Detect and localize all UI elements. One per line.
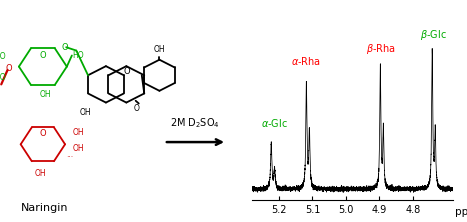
Text: OH: OH — [73, 128, 85, 137]
Text: $\beta$-Rha: $\beta$-Rha — [366, 42, 396, 56]
Text: HO: HO — [72, 51, 84, 60]
Text: O: O — [123, 67, 130, 76]
Text: $\beta$-Glc: $\beta$-Glc — [420, 28, 447, 42]
Text: OH: OH — [35, 169, 46, 178]
Text: OH: OH — [39, 90, 51, 99]
Text: OH: OH — [79, 108, 91, 117]
Text: OH: OH — [73, 144, 85, 153]
Text: Naringin: Naringin — [21, 203, 68, 213]
Text: HO: HO — [0, 73, 6, 82]
Text: $\alpha$-Glc: $\alpha$-Glc — [261, 117, 288, 129]
Text: $\alpha$-Rha: $\alpha$-Rha — [291, 55, 321, 67]
Text: ···: ··· — [66, 153, 73, 162]
Text: ppm: ppm — [455, 207, 467, 217]
Text: O: O — [134, 104, 140, 113]
Text: HO: HO — [0, 52, 6, 61]
Text: 2M D$_2$SO$_4$: 2M D$_2$SO$_4$ — [170, 116, 220, 130]
Text: OH: OH — [154, 45, 165, 54]
Text: O: O — [6, 64, 13, 73]
Text: O: O — [40, 129, 46, 138]
Text: O: O — [40, 50, 46, 59]
Text: O: O — [61, 43, 68, 52]
